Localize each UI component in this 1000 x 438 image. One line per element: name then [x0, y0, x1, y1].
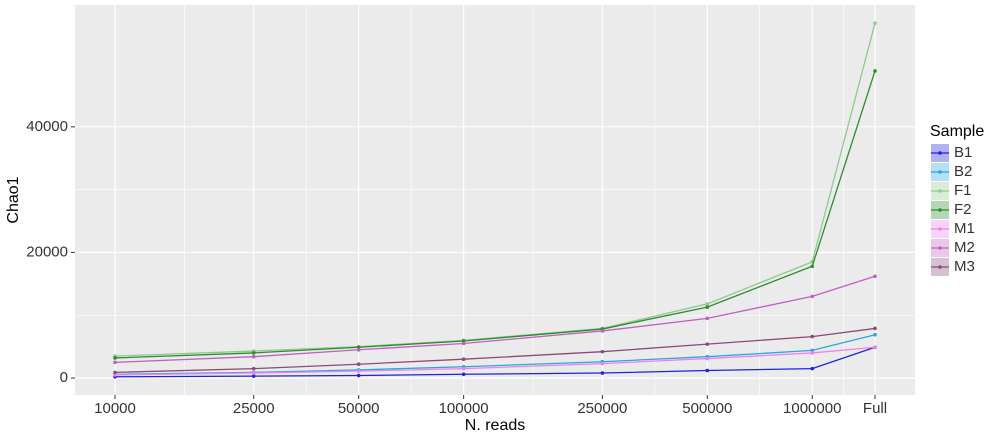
point: [356, 369, 361, 373]
point: [356, 373, 361, 378]
point: [113, 356, 117, 360]
point: [705, 342, 710, 346]
legend-label: M3: [954, 258, 975, 275]
series-line: [114, 346, 876, 378]
legend-title: Sample: [930, 123, 984, 140]
x-tick-label: 250000: [577, 400, 627, 417]
legend-key-point: [938, 189, 942, 193]
point: [356, 347, 361, 352]
point: [251, 366, 256, 371]
x-tick-label: 100000: [439, 400, 489, 417]
point: [600, 371, 605, 375]
point: [810, 264, 815, 269]
point: [705, 356, 710, 361]
point: [251, 374, 256, 378]
x-tick-label: 25000: [233, 400, 275, 417]
point: [251, 351, 256, 355]
point: [873, 332, 877, 337]
point: [873, 274, 877, 279]
point: [873, 69, 877, 73]
legend-key-point: [938, 227, 942, 231]
point: [113, 360, 117, 365]
point: [873, 345, 877, 350]
point: [251, 371, 256, 375]
point: [873, 21, 877, 26]
y-tick-label: 40000: [26, 118, 68, 135]
y-tick-label: 0: [60, 369, 68, 386]
legend-label: B1: [954, 144, 972, 161]
point: [705, 368, 710, 373]
y-axis-title: Chao1: [5, 176, 22, 223]
point: [810, 334, 815, 339]
series-line: [114, 70, 876, 359]
point: [600, 349, 605, 354]
legend-key-point: [938, 170, 942, 174]
point: [461, 341, 466, 346]
point: [810, 294, 815, 299]
legend-label: F2: [954, 201, 972, 218]
point: [461, 339, 466, 343]
y-tick-label: 20000: [26, 243, 68, 260]
legend-key-point: [938, 246, 942, 250]
point: [600, 329, 605, 333]
point: [600, 361, 605, 366]
legend-label: M1: [954, 220, 975, 237]
point: [810, 366, 815, 371]
x-tick-label: 500000: [682, 400, 732, 417]
point: [113, 373, 117, 377]
point: [461, 357, 466, 362]
point: [810, 348, 815, 353]
series-line: [114, 327, 876, 374]
legend-label: F1: [954, 182, 972, 199]
x-tick-label: Full: [863, 400, 887, 417]
series-line: [114, 346, 876, 376]
point: [251, 354, 256, 359]
legend-label: M2: [954, 239, 975, 256]
point: [705, 302, 710, 306]
point: [810, 351, 815, 355]
point: [356, 362, 361, 367]
point: [113, 370, 117, 375]
series-line: [114, 275, 876, 363]
legend-key-point: [938, 208, 942, 212]
x-tick-label: 50000: [338, 400, 380, 417]
legend-key-point: [938, 151, 942, 155]
legend-label: B2: [954, 163, 972, 180]
x-tick-label: 10000: [94, 400, 136, 417]
point: [873, 326, 877, 331]
point: [461, 372, 466, 377]
x-tick-label: 1000000: [783, 400, 841, 417]
legend-key-point: [938, 265, 942, 269]
series-line: [114, 334, 876, 375]
x-axis-title: N. reads: [465, 417, 525, 434]
point: [356, 345, 361, 350]
point: [461, 366, 466, 371]
point: [705, 316, 710, 321]
panel: [75, 5, 915, 395]
point: [705, 305, 710, 309]
